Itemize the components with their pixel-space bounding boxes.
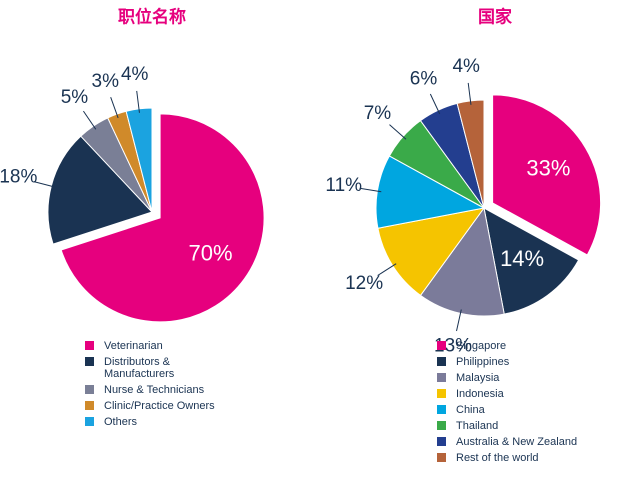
legend-swatch [437, 421, 446, 430]
legend-label: Rest of the world [456, 452, 539, 464]
legend-label: Indonesia [456, 388, 504, 400]
chart-title: 国家 [478, 6, 512, 26]
leader-line [456, 309, 462, 332]
legend-swatch [437, 357, 446, 366]
legend-item: Distributors & Manufacturers [85, 356, 235, 380]
leader-line [467, 82, 472, 105]
data-label: 11% [325, 175, 362, 196]
leader-line [429, 93, 441, 115]
legend-item: Nurse & Technicians [85, 384, 235, 396]
legend-item: Australia & New Zealand [437, 436, 597, 448]
data-label: 12% [345, 273, 383, 294]
legend-item: Thailand [437, 420, 597, 432]
data-label: 7% [364, 103, 392, 124]
legend-item: Veterinarian [85, 340, 235, 352]
leader-line [359, 187, 382, 193]
legend-label: China [456, 404, 485, 416]
legend-label: Clinic/Practice Owners [104, 400, 215, 412]
legend-label: Nurse & Technicians [104, 384, 205, 396]
leader-line [389, 124, 407, 140]
legend-swatch [85, 357, 94, 366]
legend-swatch [85, 385, 94, 394]
legend-swatch [85, 341, 94, 350]
data-label: 33% [526, 156, 570, 181]
legend-label: Philippines [456, 356, 510, 368]
pie-slice [60, 113, 265, 323]
leader-line [136, 90, 140, 113]
data-label: 3% [92, 71, 120, 92]
data-label: 5% [61, 87, 89, 108]
leader-line [377, 263, 397, 276]
legend-item: Others [85, 416, 235, 428]
legend-label: Distributors & Manufacturers [104, 356, 175, 380]
legend: Veterinarian Distributors & Manufacturers… [85, 340, 235, 432]
legend-swatch [85, 417, 94, 426]
leader-line [110, 97, 119, 119]
legend-label: Thailand [456, 420, 499, 432]
legend-swatch [437, 437, 446, 446]
pie-slice [492, 94, 602, 256]
legend-item: Indonesia [437, 388, 597, 400]
legend-item: Singapore [437, 340, 597, 352]
legend-item: Malaysia [437, 372, 597, 384]
legend-label: Australia & New Zealand [456, 436, 578, 448]
legend-swatch [437, 341, 446, 350]
data-label: 6% [410, 69, 438, 90]
data-label: 4% [121, 64, 149, 85]
leader-line [83, 110, 97, 130]
pie-slice [483, 207, 580, 315]
legend-label: Veterinarian [104, 340, 163, 352]
legend-item: Clinic/Practice Owners [85, 400, 235, 412]
legend-item: China [437, 404, 597, 416]
legend-label: Singapore [456, 340, 507, 352]
legend-swatch [437, 453, 446, 462]
data-label: 13% [434, 336, 472, 357]
legend-item: Philippines [437, 356, 597, 368]
legend-label: Others [104, 416, 138, 428]
chart-title: 职位名称 [118, 6, 186, 26]
legend-swatch [437, 405, 446, 414]
legend-label: Malaysia [456, 372, 500, 384]
leader-line [33, 181, 56, 188]
data-label: 14% [500, 246, 544, 271]
legend-item: Rest of the world [437, 452, 597, 464]
legend-swatch [85, 401, 94, 410]
data-label: 18% [0, 167, 37, 188]
legend-swatch [437, 389, 446, 398]
data-label: 4% [452, 56, 480, 77]
data-label: 70% [189, 240, 233, 265]
legend: Singapore Philippines Malaysia Indonesia Chi… [437, 340, 597, 468]
legend-swatch [437, 373, 446, 382]
